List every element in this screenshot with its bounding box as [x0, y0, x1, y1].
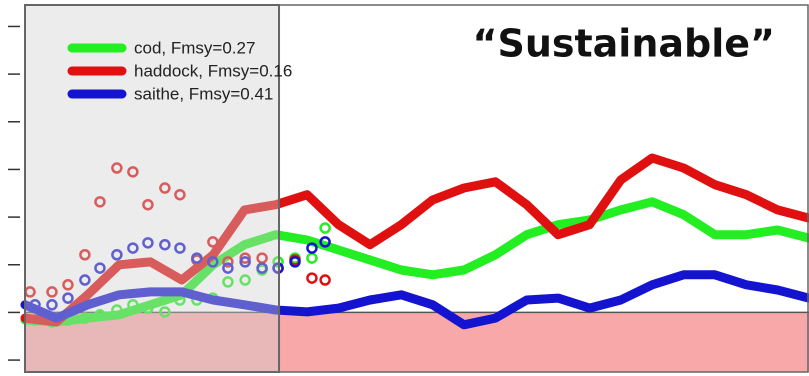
series-point: [127, 299, 139, 311]
series-point: [289, 256, 301, 268]
series-point: [222, 262, 234, 274]
series-point: [159, 306, 171, 318]
series-point: [207, 256, 219, 268]
annotation: “Sustainable”: [472, 22, 775, 66]
plot-frame: [24, 4, 809, 373]
series-point: [79, 312, 91, 324]
series-point: [94, 309, 106, 321]
plot-background: [8, 25, 809, 372]
series-point: [222, 256, 234, 268]
series-point: [46, 299, 58, 311]
series-point: [222, 276, 234, 288]
series-point: [94, 196, 106, 208]
highlight-box: [24, 4, 281, 373]
series-point: [239, 256, 251, 268]
legend-label: haddock, Fmsy=0.16: [134, 61, 292, 80]
series-point: [127, 242, 139, 254]
unsustainable-zone: [25, 312, 809, 372]
series-point: [191, 252, 203, 264]
series-point: [159, 182, 171, 194]
legend-label: cod, Fmsy=0.27: [134, 38, 255, 57]
series-point: [239, 252, 251, 264]
series-line: [20, 270, 809, 330]
series-point: [306, 242, 318, 254]
series-point: [319, 274, 331, 286]
series-point: [239, 274, 251, 286]
series-point: [159, 238, 171, 251]
series-point: [111, 249, 123, 261]
series-point: [142, 237, 154, 249]
series-point: [142, 198, 154, 211]
series-point: [111, 162, 123, 174]
series-point: [174, 188, 186, 201]
series-point: [62, 292, 74, 304]
series-point: [79, 274, 91, 286]
series-point: [111, 304, 123, 316]
series-point: [142, 302, 154, 314]
series-point: [79, 249, 91, 261]
series-point: [62, 279, 74, 291]
series-point: [29, 299, 41, 311]
series-point: [174, 242, 186, 254]
legend-label: saithe, Fmsy=0.41: [134, 84, 273, 103]
overlay-layer: cod, Fmsy=0.27 haddock, Fmsy=0.16 saithe, …: [24, 4, 809, 373]
series-point: [319, 236, 331, 248]
series-point: [306, 272, 318, 284]
series-point: [127, 166, 139, 178]
series-point: [256, 262, 268, 274]
series-point: [306, 252, 318, 264]
series-point: [207, 236, 219, 248]
series-point: [319, 222, 331, 234]
series-point: [94, 262, 106, 274]
series-line: [20, 153, 809, 327]
series-layer: [20, 153, 809, 330]
series-point: [46, 286, 58, 298]
series-line: [20, 197, 809, 327]
